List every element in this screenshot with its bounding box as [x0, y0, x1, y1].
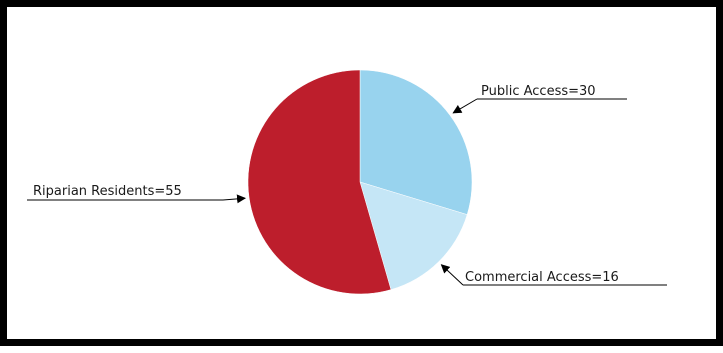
pie-slices	[247, 69, 473, 295]
label-arrow	[452, 98, 478, 114]
pie-slice-commercial-access	[359, 181, 468, 290]
slice-labels: Public Access=30 Commercial Access=16 Ripa…	[33, 84, 619, 285]
label-leaders	[27, 98, 667, 286]
pie-slice-riparian-residents	[247, 69, 392, 295]
label-arrow	[222, 194, 246, 204]
pie-slice-public-access	[359, 69, 473, 215]
pie-chart: Public Access=30 Commercial Access=16 Ripa…	[27, 69, 667, 295]
slice-label-riparian-residents: Riparian Residents=55	[33, 184, 182, 199]
slice-label-public-access: Public Access=30	[481, 84, 596, 99]
label-arrow	[440, 264, 464, 286]
slice-label-commercial-access: Commercial Access=16	[465, 270, 619, 285]
